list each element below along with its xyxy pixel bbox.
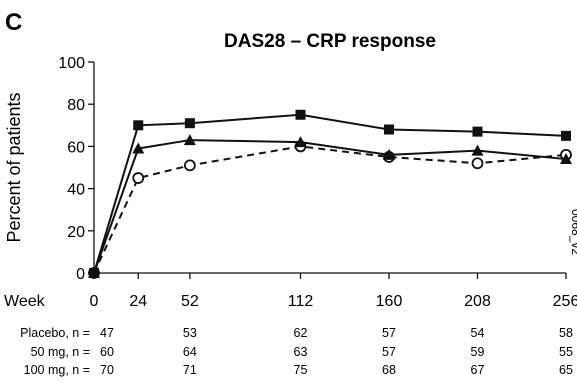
y-tick-label: 80 [67,97,85,114]
data-point-square [295,109,306,120]
series-50mg [88,134,572,278]
series-placebo [88,140,572,279]
n-count: 57 [382,326,396,340]
data-point-square [561,130,571,141]
series-line [93,145,567,274]
x-tick-label: 24 [129,293,147,310]
n-count: 58 [559,326,573,340]
n-table: Placebo, n = 47 53 62 57 54 58 50 mg, n = 60 64 63… [20,326,573,377]
series-line [93,139,567,274]
n-count: 70 [100,363,114,377]
x-tick-label: 208 [464,293,491,310]
x-tick-label: 0 [90,293,99,310]
n-count: 65 [559,363,573,377]
data-point-circle [183,159,196,172]
y-tick-label: 0 [76,266,85,283]
n-row-label: 100 mg, n = [24,363,90,377]
n-row-label: 50 mg, n = [31,345,90,359]
n-count: 71 [183,363,197,377]
data-point-square [384,124,394,135]
n-count: 54 [471,326,485,340]
data-point-square [184,118,195,129]
data-point-triangle [132,142,145,154]
n-count: 75 [294,363,308,377]
series-line [93,113,567,274]
data-point-triangle [383,148,395,160]
panel-letter: C [5,9,22,36]
figure-code: 0068_v2 [569,209,577,255]
n-count: 64 [183,345,197,359]
x-tick-label: 256 [553,293,577,310]
n-count: 47 [100,326,114,340]
y-axis-label: Percent of patients [4,92,24,242]
n-count: 59 [471,345,485,359]
series-100mg [89,109,571,278]
n-count: 57 [382,345,396,359]
n-count: 60 [100,345,114,359]
data-point-triangle [560,153,572,165]
data-point-triangle [294,136,307,148]
series-layer [88,109,572,279]
data-point-circle [132,172,145,184]
data-point-triangle [471,144,484,156]
data-point-square [133,120,144,131]
data-point-triangle [183,134,196,146]
x-tick-label: 160 [376,293,403,310]
data-point-circle [471,157,484,170]
y-tick-label: 100 [58,55,85,72]
chart-title: DAS28 – CRP response [224,31,436,52]
y-tick-label: 60 [67,139,85,156]
n-count: 62 [294,326,308,340]
x-axis-label: Week [4,293,46,310]
n-count: 67 [471,363,485,377]
n-count: 53 [183,326,197,340]
data-point-square [89,268,99,278]
x-tick-label: 52 [181,293,199,310]
n-row-label: Placebo, n = [20,326,90,340]
y-tick-label: 40 [67,182,85,199]
n-count: 55 [559,345,573,359]
x-tick-label: 112 [288,293,314,310]
data-point-square [472,126,483,137]
axes: 0 20 40 60 80 100 0 24 52 112 160 208 256 [58,55,577,310]
y-tick-label: 20 [67,224,85,241]
n-count: 68 [382,363,396,377]
n-count: 63 [294,345,308,359]
